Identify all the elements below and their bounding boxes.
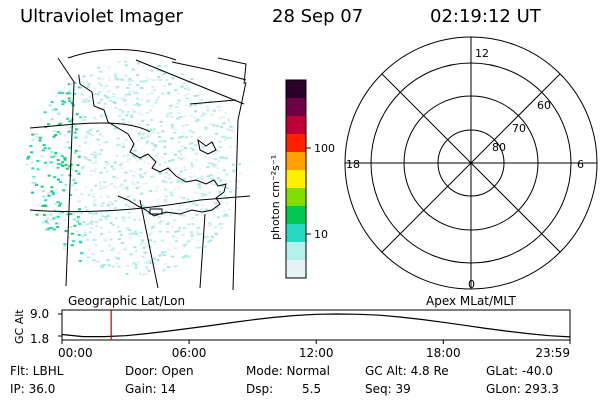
- door-info: Door: Open: [125, 364, 194, 378]
- colorbar-tick-label-100: 100: [314, 142, 335, 155]
- colorbar-segment: [286, 206, 306, 225]
- auroral-image: [25, 60, 241, 276]
- glat-info: GLat: -40.0: [486, 364, 553, 378]
- mlt-label-18: 18: [346, 158, 360, 171]
- geographic-caption: Geographic Lat/Lon: [68, 294, 185, 308]
- mlat-label-60: 60: [537, 99, 551, 112]
- colorbar-segment: [286, 80, 306, 99]
- coastline: [77, 69, 227, 217]
- colorbar-tick-label-10: 10: [314, 228, 328, 241]
- mlt-label-6: 6: [577, 158, 584, 171]
- mlat-label-80: 80: [492, 141, 506, 154]
- colorbar-gradient: [286, 80, 306, 279]
- mode-info: Mode: Normal: [246, 364, 330, 378]
- time-label: 02:19:12 UT: [430, 6, 541, 27]
- dsp-label: Dsp:: [246, 382, 274, 396]
- graticule: [29, 48, 251, 291]
- mlt-label-12: 12: [475, 47, 489, 60]
- mlt-label-0: 0: [468, 278, 475, 291]
- x-tick-label: 12:00: [299, 346, 334, 360]
- x-tick-label: 23:59: [535, 346, 570, 360]
- island: [149, 208, 163, 215]
- colorbar-segment: [286, 152, 306, 171]
- glon-info: GLon: 293.3: [486, 382, 559, 396]
- gain-info: Gain: 14: [125, 382, 176, 396]
- colorbar-label: photon cm⁻²s⁻¹: [269, 155, 282, 240]
- gc-alt-info: GC Alt: 4.8 Re: [365, 364, 449, 378]
- seq-info: Seq: 39: [365, 382, 411, 396]
- y-tick-bottom: 1.8: [30, 332, 49, 346]
- colorbar: 100 10 photon cm⁻²s⁻¹: [269, 79, 335, 279]
- x-tick-label: 18:00: [426, 346, 461, 360]
- diagonal-2: [381, 73, 561, 253]
- altitude-strip-chart: GC Alt 9.0 1.8 00:00 06:00 12:00 18:00 23:59: [13, 307, 571, 360]
- colorbar-segment: [286, 134, 306, 153]
- apex-polar-plot: [344, 36, 598, 290]
- ip-info: IP: 36.0: [10, 382, 56, 396]
- altitude-axis-label: GC Alt: [13, 309, 26, 344]
- colorbar-segment: [286, 98, 306, 117]
- apex-labels: 12 18 6 0 60 70 80: [346, 47, 584, 291]
- instrument-title: Ultraviolet Imager: [20, 6, 183, 27]
- x-axis-ticks: 00:00 06:00 12:00 18:00 23:59: [58, 340, 571, 360]
- emission-speckle: [25, 60, 241, 276]
- mlat-label-70: 70: [512, 122, 526, 135]
- date-label: 28 Sep 07: [272, 6, 364, 27]
- x-tick-label: 00:00: [58, 346, 93, 360]
- geographic-panel: [25, 48, 251, 291]
- apex-caption: Apex MLat/MLT: [426, 294, 516, 308]
- colorbar-segment: [286, 242, 306, 261]
- colorbar-segment: [286, 170, 306, 189]
- colorbar-segment: [286, 116, 306, 135]
- dsp-value: 5.5: [302, 382, 322, 396]
- altitude-curve: [61, 313, 571, 338]
- x-tick-label: 06:00: [172, 346, 207, 360]
- filter-info: Flt: LBHL: [10, 364, 64, 378]
- colorbar-segment: [286, 224, 306, 243]
- land-fragment: [197, 138, 217, 155]
- colorbar-segment: [286, 188, 306, 207]
- colorbar-segment: [286, 260, 306, 279]
- y-tick-top: 9.0: [30, 307, 49, 321]
